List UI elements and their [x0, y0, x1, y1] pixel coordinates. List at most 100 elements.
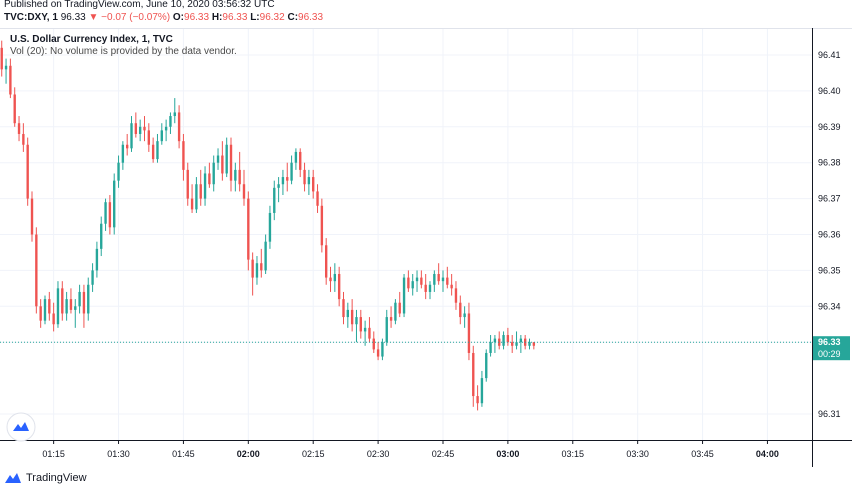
candle [290, 155, 293, 185]
candle [407, 270, 410, 292]
candle [428, 281, 432, 300]
candle-body [43, 299, 47, 321]
candle [138, 119, 142, 142]
countdown-timer: 00:29 [818, 349, 841, 359]
candle-body [260, 263, 263, 271]
candle [52, 302, 55, 332]
grid-lines [0, 28, 812, 440]
candle-body [480, 378, 484, 404]
candle-body [363, 327, 367, 332]
candle-body [151, 144, 155, 160]
close-label: C: [287, 12, 299, 23]
candle [532, 342, 536, 350]
candle-body [294, 151, 298, 163]
candle [234, 162, 237, 192]
price-tick-label: 96.31 [818, 409, 841, 419]
candle-body [22, 133, 25, 145]
candle [113, 173, 116, 235]
price-axis[interactable]: 96.41 96.40 96.39 96.38 96.37 96.36 96.35 96.34… [818, 50, 841, 419]
candle [130, 116, 133, 152]
candle-body [320, 205, 324, 246]
candle-body [515, 342, 518, 346]
price-badge: 96.33 00:29 [813, 336, 850, 361]
candle-body [61, 288, 64, 314]
low-label: L: [250, 12, 260, 23]
candle-body [199, 184, 202, 199]
candle [225, 137, 228, 178]
candle-body [312, 177, 315, 192]
close-value: 96.33 [298, 12, 324, 23]
tradingview-watermark-button[interactable] [6, 412, 36, 442]
candle-body [26, 144, 29, 199]
candle-body [216, 155, 220, 163]
candle-body [4, 65, 8, 70]
candle-body [394, 302, 397, 321]
candle-body [459, 302, 462, 318]
candle [87, 277, 90, 321]
candle [164, 119, 168, 142]
candle-body [415, 277, 419, 282]
candle-body [350, 309, 354, 325]
footer-brand[interactable]: TradingView [26, 471, 87, 484]
candle [104, 198, 107, 231]
candle-body [69, 299, 73, 310]
candle [355, 309, 358, 343]
candle [424, 273, 427, 300]
candle-body [147, 130, 151, 145]
symbol-label: TVC:DXY, 1 [4, 12, 58, 23]
candle [169, 112, 172, 134]
candle [82, 284, 86, 328]
candle [190, 184, 194, 213]
candle-body [190, 198, 194, 210]
candle-body [402, 277, 406, 314]
candle-body [381, 342, 384, 357]
time-tick-label: 02:45 [432, 449, 455, 459]
candle-body [0, 47, 3, 70]
last-price: 96.33 [60, 12, 86, 23]
candle [528, 338, 531, 350]
candle-body [169, 116, 172, 127]
candle [117, 155, 120, 188]
price-change: ▼ −0.07 (−0.07%) [88, 12, 171, 23]
candle [337, 266, 341, 307]
candle [324, 238, 328, 285]
candle-body [519, 338, 523, 343]
candle [30, 191, 34, 242]
open-label: O: [172, 12, 185, 23]
candle [242, 169, 246, 206]
candle [195, 177, 198, 213]
time-axis[interactable]: 01:15 01:30 01:45 02:00 02:15 02:30 02:45 03:00… [42, 440, 779, 459]
candle [294, 148, 298, 170]
candle-body [506, 335, 510, 343]
candle [506, 327, 510, 346]
candle [108, 195, 112, 235]
candle-body [532, 342, 536, 346]
candle [372, 331, 375, 353]
candle [333, 263, 337, 292]
candle [39, 299, 42, 328]
open-value: 96.33 [184, 12, 210, 23]
candle [43, 295, 47, 325]
candle [411, 273, 414, 296]
candle [69, 288, 73, 314]
candle [515, 331, 518, 350]
candle [441, 270, 445, 292]
candle-body [437, 273, 440, 282]
candlestick-chart[interactable]: 96.41 96.40 96.39 96.38 96.37 96.36 96.35 96.34… [0, 28, 852, 468]
candle [342, 291, 345, 325]
candle-body [359, 317, 362, 332]
candle-body [121, 144, 125, 163]
candle-body [56, 288, 60, 325]
candle [346, 302, 350, 328]
candle-body [108, 202, 112, 228]
candle-body [35, 234, 38, 307]
candle-body [78, 291, 81, 307]
candle [350, 299, 354, 332]
candle-body [125, 144, 129, 149]
candle [463, 306, 466, 328]
candle-body [277, 184, 280, 188]
candle-body [333, 273, 337, 282]
time-tick-label: 02:30 [367, 449, 390, 459]
candle-body [186, 169, 189, 199]
candle [277, 177, 280, 203]
